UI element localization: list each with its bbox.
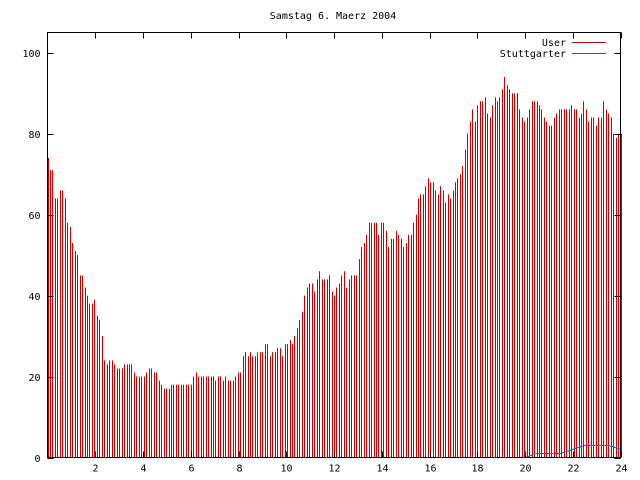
x-tick-label: 18 xyxy=(471,464,483,475)
y-tick-label: 80 xyxy=(28,130,40,141)
x-tick-label: 10 xyxy=(280,464,292,475)
y-tick-label: 20 xyxy=(28,373,40,384)
x-tick-label: 22 xyxy=(567,464,579,475)
legend-label-user: User xyxy=(542,38,566,49)
user-bars xyxy=(48,77,622,458)
y-tick-label: 40 xyxy=(28,292,40,303)
legend: User Stuttgarter xyxy=(500,38,606,60)
x-axis: 2 4 6 8 10 12 14 16 18 20 22 24 xyxy=(92,32,628,475)
x-tick-label: 24 xyxy=(615,464,627,475)
x-tick-label: 12 xyxy=(328,464,340,475)
y-tick-label: 100 xyxy=(22,49,40,60)
x-tick-label: 20 xyxy=(519,464,531,475)
y-tick-label: 60 xyxy=(28,211,40,222)
chart-title: Samstag 6. Maerz 2004 xyxy=(270,11,396,22)
legend-label-stuttgarter: Stuttgarter xyxy=(500,49,566,60)
x-tick-label: 14 xyxy=(376,464,388,475)
x-tick-label: 8 xyxy=(236,464,242,475)
stuttgarter-line xyxy=(47,444,621,458)
y-axis: 0 20 40 60 80 100 xyxy=(22,49,621,465)
y-tick-label: 0 xyxy=(34,454,40,465)
x-tick-label: 4 xyxy=(140,464,146,475)
x-tick-label: 2 xyxy=(92,464,98,475)
x-tick-label: 6 xyxy=(188,464,194,475)
x-tick-label: 16 xyxy=(424,464,436,475)
